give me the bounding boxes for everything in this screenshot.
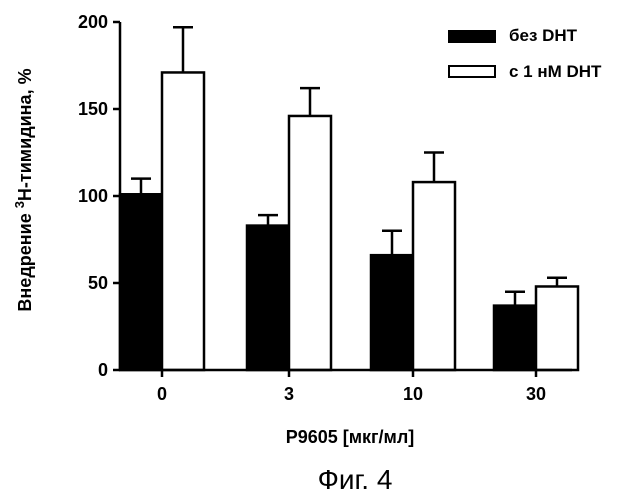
y-tick-label: 150 — [78, 99, 108, 119]
x-tick-label: 3 — [284, 384, 294, 404]
bar-with-dht — [162, 72, 204, 370]
legend-label-series-2: с 1 нМ DHT — [509, 62, 602, 81]
x-tick-label: 0 — [157, 384, 167, 404]
y-axis-title-superscript: 3 — [12, 201, 27, 208]
y-ticks: 0 50 100 150 200 — [78, 12, 120, 380]
y-axis-title: Внедрение 3H-тимидина, % — [12, 68, 35, 311]
y-tick-label: 100 — [78, 186, 108, 206]
x-ticks: 0 3 10 30 — [157, 370, 546, 404]
x-tick-label: 10 — [403, 384, 423, 404]
figure-caption: Фиг. 4 — [318, 464, 393, 495]
bar-with-dht — [289, 116, 331, 370]
y-tick-label: 50 — [88, 273, 108, 293]
legend: без DHT с 1 нМ DHT — [449, 26, 602, 81]
x-tick-label: 30 — [526, 384, 546, 404]
y-axis-title-prefix: Внедрение — [15, 208, 35, 311]
legend-swatch-series-2 — [449, 66, 495, 77]
x-axis-title: P9605 [мкг/мл] — [286, 427, 415, 447]
y-tick-label: 0 — [98, 360, 108, 380]
bar-without-dht — [494, 306, 536, 370]
bar-with-dht — [413, 182, 455, 370]
bar-without-dht — [120, 194, 162, 370]
y-tick-label: 200 — [78, 12, 108, 32]
bar-without-dht — [371, 255, 413, 370]
y-axis-title-suffix: H-тимидина, % — [15, 68, 35, 201]
bar-without-dht — [247, 226, 289, 370]
legend-swatch-series-1 — [449, 31, 495, 42]
legend-label-series-1: без DHT — [509, 26, 578, 45]
bar-with-dht — [536, 286, 578, 370]
